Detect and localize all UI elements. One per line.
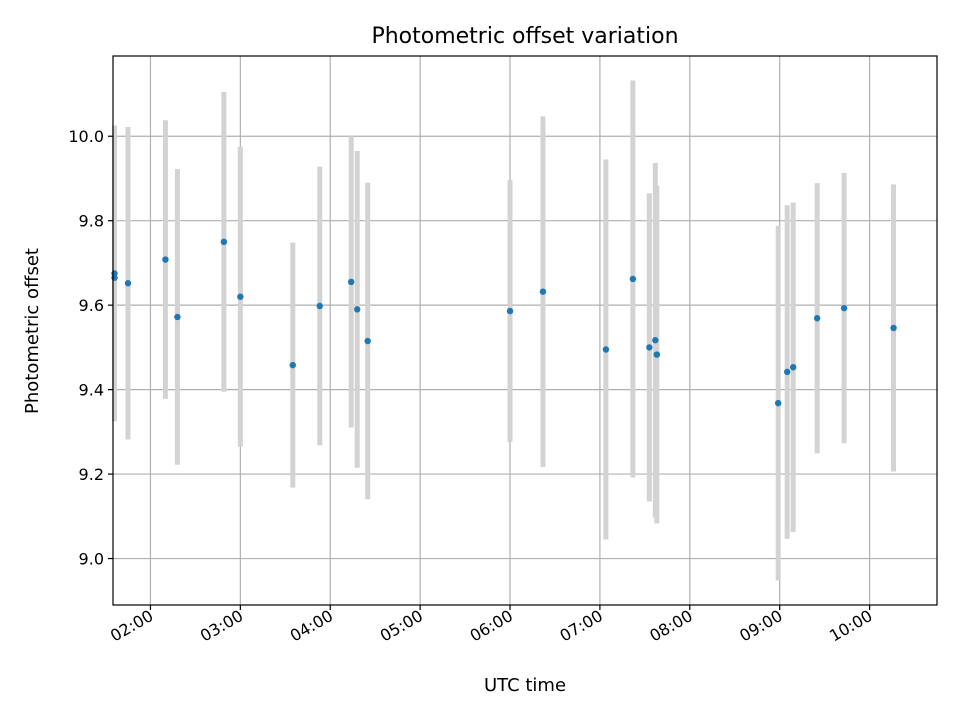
data-point (653, 351, 661, 358)
data-point (890, 324, 897, 332)
data-point (506, 307, 514, 315)
data-point (646, 344, 653, 351)
plot-frame (112, 55, 938, 606)
data-point (289, 361, 296, 369)
data-point (162, 256, 169, 263)
grid-layer (113, 56, 937, 605)
y-tick-label: 9.0 (79, 550, 104, 569)
y-axis-label: Photometric offset (22, 248, 43, 414)
data-point (789, 364, 797, 371)
y-tick-label: 10.0 (68, 127, 104, 146)
plot-area-background (113, 56, 937, 605)
point-layer (111, 238, 897, 407)
data-point (124, 280, 132, 287)
data-point (348, 278, 355, 286)
data-point (652, 337, 659, 344)
data-point (602, 346, 610, 353)
data-point (354, 306, 361, 313)
data-point (840, 304, 848, 312)
data-point (174, 313, 181, 321)
data-point (774, 399, 782, 407)
data-point (316, 302, 323, 310)
data-point (539, 288, 547, 295)
data-point (783, 368, 791, 376)
data-point (111, 274, 118, 281)
data-point (237, 293, 244, 300)
y-tick-label: 9.4 (79, 381, 104, 400)
data-point (220, 238, 228, 246)
data-point (364, 337, 371, 345)
y-tick-label: 9.2 (79, 465, 104, 484)
y-tick-label: 9.6 (79, 296, 104, 315)
data-point (813, 315, 821, 322)
y-tick-label: 9.8 (79, 212, 104, 231)
chart-title: Photometric offset variation (371, 24, 678, 49)
data-point (629, 275, 637, 283)
x-axis-label: UTC time (484, 675, 566, 696)
